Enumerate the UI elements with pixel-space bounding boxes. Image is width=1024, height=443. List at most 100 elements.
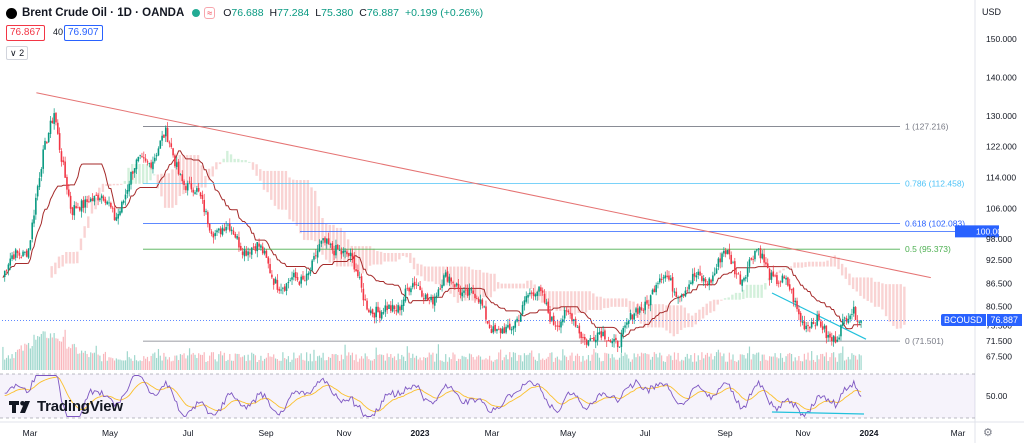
volume-bar xyxy=(298,355,300,370)
candle-body xyxy=(849,315,851,320)
volume-bar xyxy=(551,352,553,370)
indicators-toggle-button[interactable]: ∨ 2 xyxy=(6,46,29,60)
tradingview-logo-icon xyxy=(9,400,30,413)
volume-bar xyxy=(408,352,410,370)
cloud-segment xyxy=(515,283,518,289)
volume-bar xyxy=(657,357,659,370)
volume-bar xyxy=(485,358,487,370)
candle-body xyxy=(754,250,756,260)
candle-body xyxy=(5,270,8,271)
volume-bar xyxy=(598,357,601,370)
candle-body xyxy=(547,301,549,313)
candle-body xyxy=(130,171,132,185)
volume-bar xyxy=(437,344,440,370)
volume-bar xyxy=(357,361,359,370)
candle-body xyxy=(776,275,778,285)
cloud-segment xyxy=(895,284,899,329)
volume-bar xyxy=(640,352,643,370)
sell-button[interactable]: 76.867 xyxy=(6,25,45,41)
candle-body xyxy=(616,341,619,348)
cloud-segment xyxy=(87,216,90,228)
candle-body xyxy=(73,205,76,216)
candle-body xyxy=(205,210,207,213)
candle-body xyxy=(668,275,670,280)
candle-body xyxy=(139,154,141,156)
market-status-icon[interactable] xyxy=(192,9,201,17)
candle-body xyxy=(14,249,17,258)
candle-body xyxy=(598,332,601,334)
candle-body xyxy=(232,230,235,235)
candle-body xyxy=(770,272,773,280)
candle-body xyxy=(269,264,271,274)
cloud-segment xyxy=(310,187,313,241)
candle-body xyxy=(218,228,220,231)
cloud-segment xyxy=(628,300,632,313)
candle-body xyxy=(543,293,546,303)
candle-body xyxy=(503,327,506,334)
cloud-segment xyxy=(357,246,361,271)
cloud-segment xyxy=(786,267,789,269)
volume-bar xyxy=(759,361,762,370)
feed-badge[interactable]: ≈ xyxy=(204,7,216,19)
volume-bar xyxy=(88,357,90,370)
currency-selector[interactable]: USD xyxy=(982,7,1002,17)
candle-body xyxy=(690,282,692,285)
volume-bar xyxy=(715,352,718,370)
symbol-title[interactable]: Brent Crude Oil · 1D · OANDA xyxy=(22,7,185,19)
cloud-segment xyxy=(50,266,53,278)
cloud-segment xyxy=(496,282,500,289)
candle-body xyxy=(51,120,54,123)
volume-bar xyxy=(434,361,436,370)
candle-body xyxy=(166,127,169,143)
volume-bar xyxy=(812,359,815,370)
candle-body xyxy=(349,252,352,257)
candle-body xyxy=(446,271,449,282)
volume-bar xyxy=(644,353,646,370)
candle-body xyxy=(223,228,226,231)
settings-gear-icon[interactable]: ⚙ xyxy=(983,427,993,439)
volume-bar xyxy=(801,361,804,370)
candle-body xyxy=(534,294,537,297)
cloud-segment xyxy=(372,248,375,265)
volume-bar xyxy=(732,354,734,370)
volume-bar xyxy=(538,353,540,370)
volume-bar xyxy=(756,352,758,370)
candle-body xyxy=(730,254,732,265)
volume-bar xyxy=(313,349,315,370)
volume-bar xyxy=(507,359,509,370)
candle-body xyxy=(843,317,846,319)
volume-bar xyxy=(565,356,568,370)
candle-body xyxy=(739,274,742,285)
candle-body xyxy=(691,273,694,284)
cloud-segment xyxy=(431,266,434,282)
buy-button[interactable]: 76.907 xyxy=(64,25,103,41)
candle-body xyxy=(629,312,632,320)
candle-body xyxy=(150,162,152,168)
candle-body xyxy=(379,310,381,318)
volume-bar xyxy=(602,360,604,370)
kijun-line xyxy=(2,150,862,338)
cloud-segment xyxy=(339,227,342,267)
cloud-segment xyxy=(844,267,848,279)
volume-bar xyxy=(820,353,822,370)
candle-body xyxy=(452,282,454,284)
tradingview-logo[interactable]: TradingView xyxy=(9,398,123,415)
cloud-segment xyxy=(811,261,815,267)
candle-body xyxy=(591,338,593,340)
volume-bar xyxy=(331,353,333,370)
candle-body xyxy=(686,290,689,292)
volume-bar xyxy=(218,354,220,370)
candle-body xyxy=(320,240,323,244)
candle-body xyxy=(713,273,716,276)
candle-body xyxy=(293,272,295,278)
cloud-segment xyxy=(493,273,496,292)
candle-body xyxy=(322,238,324,241)
cloud-segment xyxy=(464,266,467,301)
price-change: +0.199 (+0.26%) xyxy=(404,7,484,19)
volume-bar xyxy=(285,359,288,370)
volume-bar xyxy=(124,360,127,370)
volume-bar xyxy=(443,361,445,370)
cloud-segment xyxy=(368,246,372,266)
candle-body xyxy=(540,287,542,292)
